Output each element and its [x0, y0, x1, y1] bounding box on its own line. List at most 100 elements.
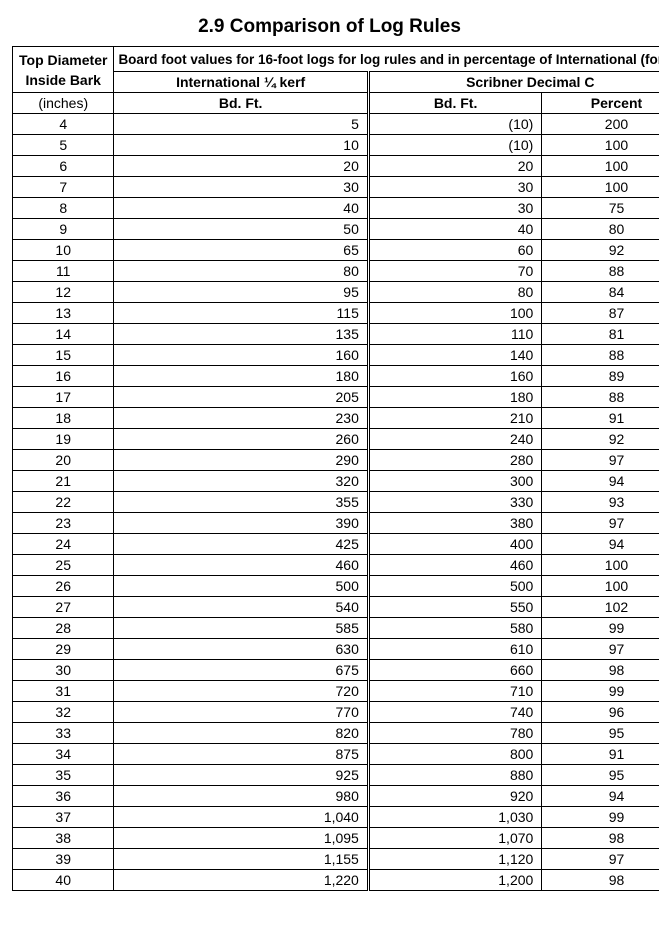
row-header-line1: Top Diameter	[19, 52, 107, 68]
cell-diameter: 16	[13, 366, 114, 387]
cell-scr_pct: 88	[542, 387, 659, 408]
table-row: 2546046010044196	[13, 555, 659, 576]
cell-scr_pct: 100	[542, 135, 659, 156]
cell-diameter: 22	[13, 492, 114, 513]
cell-scr_pct: 88	[542, 345, 659, 366]
cell-intl_bdft: 980	[114, 786, 368, 807]
cell-diameter: 12	[13, 282, 114, 303]
cell-diameter: 20	[13, 450, 114, 471]
cell-scr_pct: 99	[542, 681, 659, 702]
cell-diameter: 24	[13, 534, 114, 555]
cell-intl_bdft: 135	[114, 324, 368, 345]
cell-scr_pct: 88	[542, 261, 659, 282]
table-row: 106560923655	[13, 240, 659, 261]
cell-scr_bdft: 1,200	[368, 870, 541, 891]
table-row: 3067566098676100	[13, 660, 659, 681]
cell-intl_bdft: 355	[114, 492, 368, 513]
cell-diameter: 35	[13, 765, 114, 786]
cell-scr_pct: 100	[542, 177, 659, 198]
cell-intl_bdft: 770	[114, 702, 368, 723]
cell-diameter: 29	[13, 639, 114, 660]
cell-scr_bdft: 1,030	[368, 807, 541, 828]
row-header-line2: Inside Bark	[25, 72, 100, 88]
cell-scr_pct: 97	[542, 849, 659, 870]
cell-scr_pct: 97	[542, 450, 659, 471]
cell-diameter: 19	[13, 429, 114, 450]
cell-scr_bdft: 400	[368, 534, 541, 555]
cell-diameter: 32	[13, 702, 114, 723]
table-row: 84030751640	[13, 198, 659, 219]
cell-intl_bdft: 50	[114, 219, 368, 240]
cell-scr_pct: 91	[542, 744, 659, 765]
cell-scr_bdft: 70	[368, 261, 541, 282]
table-row: 391,1551,120971,225106	[13, 849, 659, 870]
cell-diameter: 9	[13, 219, 114, 240]
table-row: 223553309332491	[13, 492, 659, 513]
cell-intl_bdft: 425	[114, 534, 368, 555]
cell-scr_bdft: 240	[368, 429, 541, 450]
cell-scr_pct: 98	[542, 660, 659, 681]
col-header-intl-bdft: Bd. Ft.	[114, 93, 368, 114]
cell-scr_pct: 75	[542, 198, 659, 219]
cell-scr_bdft: (10)	[368, 114, 541, 135]
cell-intl_bdft: 205	[114, 387, 368, 408]
table-row: 2650050010048497	[13, 576, 659, 597]
cell-intl_bdft: 5	[114, 114, 368, 135]
table-row: 233903809736193	[13, 513, 659, 534]
cell-scr_bdft: 300	[368, 471, 541, 492]
table-row: 3382078095841103	[13, 723, 659, 744]
cell-diameter: 40	[13, 870, 114, 891]
cell-diameter: 30	[13, 660, 114, 681]
cell-diameter: 14	[13, 324, 114, 345]
cell-diameter: 23	[13, 513, 114, 534]
cell-intl_bdft: 30	[114, 177, 368, 198]
table-row: 36980920941,024104	[13, 786, 659, 807]
cell-diameter: 11	[13, 261, 114, 282]
cell-scr_bdft: 740	[368, 702, 541, 723]
cell-intl_bdft: 320	[114, 471, 368, 492]
cell-scr_bdft: 1,120	[368, 849, 541, 870]
table-row: 244254009440094	[13, 534, 659, 555]
cell-scr_pct: 94	[542, 534, 659, 555]
group-header-scribner: Scribner Decimal C	[368, 72, 659, 93]
cell-scr_bdft: 30	[368, 198, 541, 219]
cell-intl_bdft: 160	[114, 345, 368, 366]
cell-scr_bdft: 550	[368, 597, 541, 618]
cell-scr_bdft: 30	[368, 177, 541, 198]
cell-diameter: 10	[13, 240, 114, 261]
cell-scr_pct: 102	[542, 597, 659, 618]
table-row: 151601408812176	[13, 345, 659, 366]
cell-scr_bdft: 500	[368, 576, 541, 597]
cell-diameter: 28	[13, 618, 114, 639]
cell-intl_bdft: 460	[114, 555, 368, 576]
cell-intl_bdft: 540	[114, 597, 368, 618]
cell-scr_pct: 99	[542, 807, 659, 828]
table-row: 182302109119685	[13, 408, 659, 429]
cell-scr_bdft: 460	[368, 555, 541, 576]
cell-diameter: 17	[13, 387, 114, 408]
cell-scr_bdft: 330	[368, 492, 541, 513]
cell-scr_bdft: 280	[368, 450, 541, 471]
cell-scr_bdft: 20	[368, 156, 541, 177]
cell-scr_bdft: 160	[368, 366, 541, 387]
cell-intl_bdft: 180	[114, 366, 368, 387]
table-row: 95040802550	[13, 219, 659, 240]
cell-scr_pct: 94	[542, 786, 659, 807]
table-row: 202902809725688	[13, 450, 659, 471]
cell-scr_pct: 99	[542, 618, 659, 639]
cell-intl_bdft: 80	[114, 261, 368, 282]
cell-diameter: 27	[13, 597, 114, 618]
cell-intl_bdft: 1,040	[114, 807, 368, 828]
cell-diameter: 7	[13, 177, 114, 198]
cell-scr_pct: 100	[542, 576, 659, 597]
table-row: 296306109762599	[13, 639, 659, 660]
table-row: 192602409222587	[13, 429, 659, 450]
cell-intl_bdft: 260	[114, 429, 368, 450]
cell-scr_pct: 80	[542, 219, 659, 240]
cell-intl_bdft: 1,155	[114, 849, 368, 870]
table-row: 13115100878170	[13, 303, 659, 324]
cell-scr_pct: 97	[542, 639, 659, 660]
cell-intl_bdft: 65	[114, 240, 368, 261]
cell-intl_bdft: 820	[114, 723, 368, 744]
cell-scr_bdft: 380	[368, 513, 541, 534]
